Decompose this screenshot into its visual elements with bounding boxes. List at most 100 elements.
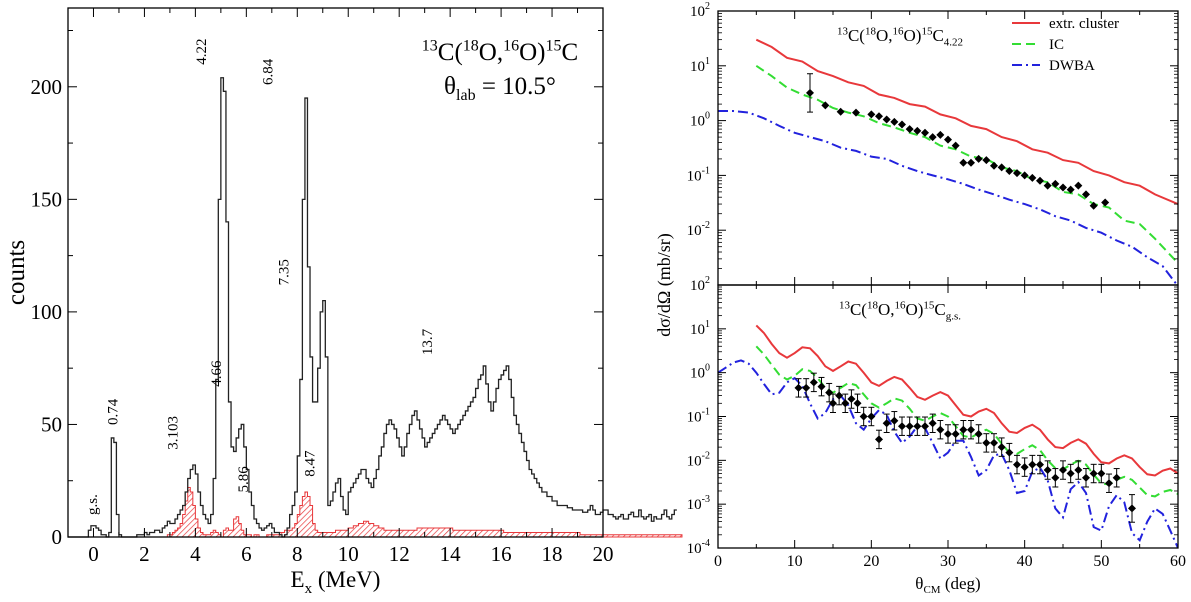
data-point (853, 399, 862, 408)
data-point (836, 107, 845, 116)
data-point (1020, 171, 1029, 180)
data-point (1082, 473, 1090, 482)
y-tick-label: 10-3 (687, 494, 710, 513)
y-tick-label: 102 (690, 275, 710, 294)
y-tick-label: 0 (52, 525, 63, 549)
x-tick-label: 0 (714, 553, 722, 570)
data-point (913, 422, 922, 431)
data-point (867, 110, 876, 119)
reaction-label: 13C(18O,16O)15C (422, 38, 578, 67)
data-point (806, 88, 814, 97)
data-point (1066, 469, 1075, 478)
peak-label: 3.103 (165, 416, 181, 450)
x-tick-label: 14 (440, 542, 462, 566)
data-point (1036, 176, 1044, 185)
x-tick-label: 10 (338, 542, 359, 566)
y-axis-label: counts (3, 240, 30, 305)
x-tick-label: 8 (292, 542, 303, 566)
plot-frame (67, 7, 604, 538)
data-point (890, 416, 899, 425)
data-point (898, 120, 906, 129)
y-tick-label: 10-1 (687, 165, 710, 184)
data-point (905, 125, 914, 134)
data-point (1097, 469, 1106, 478)
data-point (802, 383, 811, 392)
data-point (1074, 466, 1083, 475)
data-point (809, 378, 818, 387)
data-point (1128, 504, 1136, 513)
data-point (1074, 181, 1083, 190)
data-point (1028, 460, 1037, 469)
series-line (755, 64, 1178, 264)
data-point (1036, 460, 1044, 469)
panel-bottom: 10-4 10-3 10-2 10-1 100 101 102 13C(18O,16O)15C… (687, 275, 1179, 557)
data-point (936, 425, 945, 434)
data-point (974, 429, 983, 438)
x-tick-label: 0 (88, 542, 99, 566)
x-tick-label: 12 (389, 542, 410, 566)
cross-section-chart: 10-210-110010110213C(18O,16O)15C4.2210-4… (654, 1, 1186, 596)
data-point (1051, 473, 1060, 482)
data-point (959, 158, 968, 167)
data-point (1105, 479, 1113, 488)
data-point (913, 126, 922, 135)
data-point (921, 128, 929, 137)
legend-label: extr. cluster (1049, 16, 1119, 32)
data-point (821, 101, 830, 110)
peak-label: 4.66 (209, 360, 225, 387)
y-tick-label: 100 (31, 300, 63, 324)
data-point (936, 130, 945, 139)
series-line (718, 359, 1178, 548)
series-line (755, 38, 1178, 206)
data-point (1043, 181, 1052, 190)
data-point (1101, 198, 1110, 207)
data-point (882, 419, 891, 428)
data-points (806, 73, 1110, 210)
y-tick-label: 50 (41, 412, 62, 436)
y-tick-label: 102 (690, 1, 710, 20)
legend: extr. cluster IC DWBA (1012, 16, 1119, 74)
data-point (997, 443, 1006, 452)
x-tick-label: 60 (1170, 553, 1186, 570)
data-point (1082, 190, 1090, 199)
y-tick-label: 100 (690, 363, 710, 382)
data-point (817, 382, 826, 391)
data-point (882, 115, 891, 124)
peak-label: 7.35 (276, 259, 292, 285)
data-point (1005, 448, 1014, 457)
x-axis-label: θCM (deg) (915, 574, 980, 596)
data-point (847, 395, 856, 404)
legend-label: DWBA (1049, 58, 1095, 74)
counts-histogram (68, 77, 677, 538)
data-point (905, 422, 914, 431)
data-point (990, 438, 998, 447)
data-point (1043, 466, 1052, 475)
angle-label: θlab = 10.5° (444, 73, 556, 104)
data-point (875, 435, 883, 444)
data-point (1051, 179, 1060, 188)
peak-label: 6.84 (261, 58, 277, 85)
data-point (1089, 469, 1098, 478)
panel-curves (718, 38, 1178, 285)
data-point (1059, 466, 1067, 475)
data-point (1005, 167, 1014, 176)
series-line (755, 324, 1178, 477)
y-axis-label: dσ/dΩ (mb/sr) (654, 233, 675, 337)
background-histogram (68, 486, 683, 538)
data-point (1020, 463, 1029, 472)
data-point (875, 112, 883, 121)
data-point (967, 158, 975, 167)
peak-label: 4.22 (194, 39, 210, 65)
data-point (921, 422, 929, 431)
panel-top: 10-2 10-1 100 101 102 13C(18O,16O)15C4.22 (687, 1, 1179, 286)
x-tick-label: 16 (491, 542, 512, 566)
x-tick-label: 4 (190, 542, 201, 566)
x-tick-label: 2 (139, 542, 150, 566)
data-point (944, 135, 952, 144)
x-tick-label: 20 (593, 542, 614, 566)
data-point (859, 412, 868, 421)
data-point (959, 425, 968, 434)
x-tick-label: 40 (1017, 553, 1033, 570)
